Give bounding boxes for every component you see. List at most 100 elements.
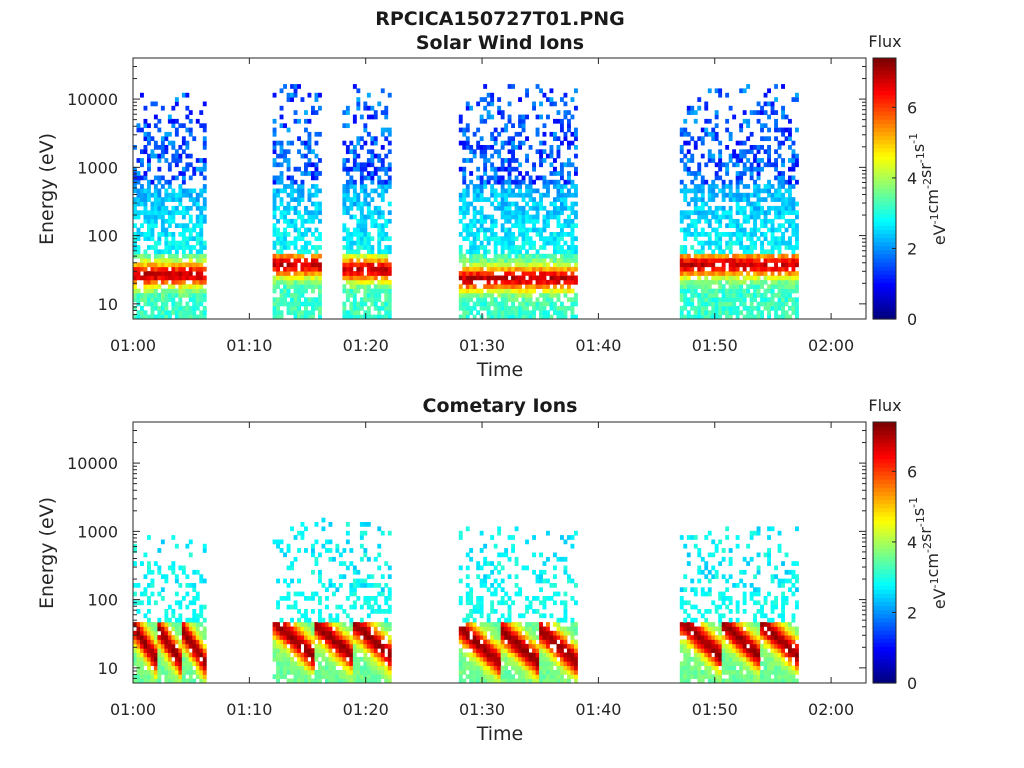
heatmap-cell <box>356 153 361 159</box>
heatmap-cell <box>774 314 778 320</box>
heatmap-cell <box>279 661 284 667</box>
heatmap-cell <box>753 145 757 150</box>
heatmap-cell <box>164 275 169 281</box>
heatmap-cell <box>532 305 536 311</box>
heatmap-cell <box>756 310 761 316</box>
heatmap-cell <box>171 670 176 675</box>
heatmap-cell <box>462 166 467 172</box>
heatmap-cell <box>384 314 389 320</box>
heatmap-cell <box>359 670 364 675</box>
heatmap-cell <box>370 314 375 320</box>
heatmap-cell <box>476 218 481 224</box>
heatmap-cell <box>518 314 522 320</box>
heatmap-cell <box>167 292 172 298</box>
heatmap-cell <box>679 271 684 276</box>
heatmap-cell <box>290 205 294 211</box>
heatmap-cell <box>171 197 176 202</box>
heatmap-cell <box>791 232 796 237</box>
heatmap-cell <box>690 136 695 142</box>
heatmap-cell <box>314 184 319 189</box>
heatmap-cell <box>185 145 190 150</box>
heatmap-cell <box>458 253 463 259</box>
heatmap-cell <box>725 305 730 311</box>
heatmap-cell <box>567 162 571 168</box>
heatmap-cell <box>465 249 470 255</box>
heatmap-cell <box>721 297 726 303</box>
heatmap-cell <box>304 305 308 311</box>
heatmap-cell <box>345 166 350 172</box>
heatmap-cell <box>293 166 298 172</box>
heatmap-cell <box>714 253 719 259</box>
heatmap-cell <box>469 600 474 606</box>
heatmap-cell <box>553 253 557 259</box>
heatmap-cell <box>777 127 782 133</box>
heatmap-cell <box>380 262 385 268</box>
heatmap-cell <box>338 622 343 627</box>
heatmap-cell <box>300 656 305 662</box>
heatmap-cell <box>272 310 277 316</box>
heatmap-cell <box>567 205 571 211</box>
heatmap-cell <box>325 670 329 675</box>
heatmap-cell <box>321 635 326 640</box>
heatmap-cell <box>297 210 301 216</box>
heatmap-cell <box>370 275 375 281</box>
heatmap-cell <box>479 153 484 159</box>
heatmap-cell <box>493 258 498 263</box>
heatmap-cell <box>297 314 301 320</box>
heatmap-cell <box>314 253 319 259</box>
heatmap-cell <box>795 153 799 159</box>
heatmap-cell <box>314 192 319 198</box>
heatmap-cell <box>174 674 179 680</box>
heatmap-cell <box>770 218 775 224</box>
heatmap-cell <box>560 140 564 146</box>
heatmap-cell <box>504 201 509 207</box>
heatmap-cell <box>279 596 284 601</box>
heatmap-cell <box>384 626 389 632</box>
heatmap-cell <box>171 205 176 211</box>
heatmap-cell <box>542 192 547 198</box>
heatmap-cell <box>181 192 186 198</box>
heatmap-cell <box>462 279 467 285</box>
heatmap-cell <box>553 184 557 189</box>
heatmap-cell <box>297 227 301 233</box>
heatmap-cell <box>486 288 491 294</box>
heatmap-cell <box>153 635 158 640</box>
heatmap-cell <box>153 258 158 263</box>
heatmap-cell <box>542 205 547 211</box>
heatmap-cell <box>763 249 768 255</box>
heatmap-cell <box>500 158 505 163</box>
heatmap-cell <box>725 258 730 263</box>
heatmap-cell <box>462 617 467 623</box>
heatmap-cell <box>774 284 778 289</box>
heatmap-cell <box>140 635 144 640</box>
heatmap-cell <box>297 149 301 155</box>
solar-wind-axes: 01:00 01:10 01:20 01:30 01:40 01:50 02:0010100… <box>67 57 866 355</box>
heatmap-cell <box>356 236 361 242</box>
heatmap-cell <box>363 240 368 246</box>
heatmap-cell <box>704 118 709 124</box>
heatmap-cell <box>788 210 792 216</box>
heatmap-cell <box>143 253 148 259</box>
heatmap-cell <box>143 314 148 320</box>
heatmap-cell <box>528 292 533 298</box>
heatmap-cell <box>725 127 730 133</box>
heatmap-cell <box>272 201 277 207</box>
heatmap-cell <box>171 288 176 294</box>
heatmap-cell <box>157 214 162 220</box>
heatmap-cell <box>283 123 287 129</box>
heatmap-cell <box>683 284 688 289</box>
heatmap-cell <box>164 266 169 272</box>
heatmap-cell <box>504 665 509 671</box>
heatmap-cell <box>690 262 695 268</box>
heatmap-cell <box>307 678 312 684</box>
heatmap-cell <box>286 648 291 653</box>
heatmap-cell <box>160 262 165 268</box>
heatmap-cell <box>507 118 512 124</box>
heatmap-cell <box>140 652 144 658</box>
heatmap-cell <box>171 188 176 194</box>
heatmap-cell <box>178 158 183 163</box>
heatmap-cell <box>356 275 361 281</box>
heatmap-cell <box>332 661 336 667</box>
heatmap-cell <box>546 114 550 120</box>
heatmap-cell <box>160 587 165 593</box>
